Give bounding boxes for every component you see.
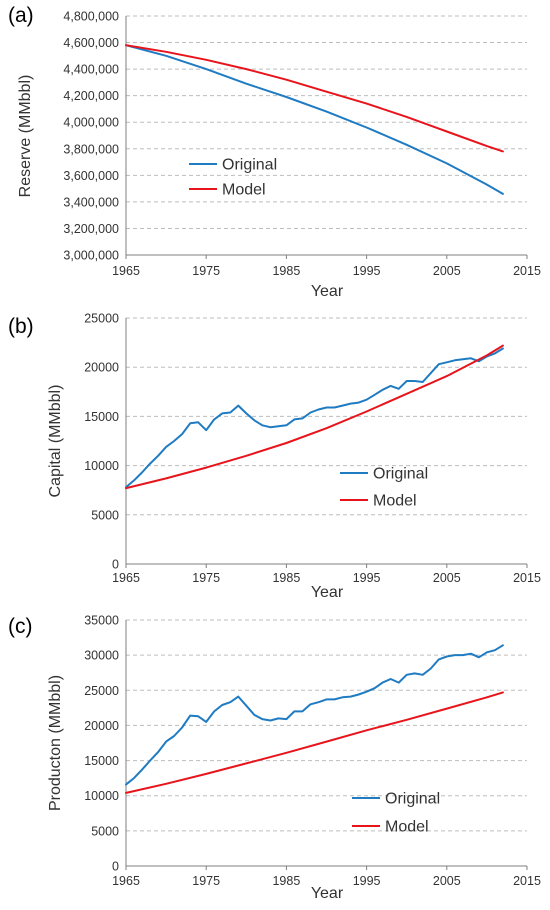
y-tick-label: 4,600,000: [63, 36, 119, 50]
y-tick-label: 4,000,000: [63, 116, 119, 130]
legend-label-model: Model: [373, 493, 417, 510]
y-tick-label: 5000: [91, 508, 119, 522]
x-tick-label: 2005: [433, 264, 461, 278]
x-tick-label: 1965: [112, 264, 140, 278]
y-tick-label: 25000: [84, 312, 119, 326]
x-tick-label: 1965: [112, 571, 140, 585]
y-tick-label: 5000: [91, 824, 119, 838]
y-tick-label: 4,800,000: [63, 10, 119, 24]
y-tick-label: 4,400,000: [63, 63, 119, 77]
x-tick-label: 2015: [513, 571, 541, 585]
panel-label: (a): [8, 4, 34, 27]
y-axis-title: Reserve (MMbbl): [17, 75, 34, 198]
x-axis-title: Year: [311, 584, 344, 601]
y-tick-label: 35000: [84, 614, 119, 628]
y-tick-label: 3,400,000: [63, 195, 119, 209]
x-tick-label: 1985: [272, 571, 300, 585]
x-tick-label: 2005: [433, 874, 461, 888]
y-tick-label: 10000: [84, 459, 119, 473]
series-line-original: [125, 44, 504, 195]
series-line-model: [125, 44, 504, 153]
y-tick-label: 4,200,000: [63, 89, 119, 103]
y-tick-label: 15000: [84, 410, 119, 424]
x-tick-label: 1965: [112, 874, 140, 888]
y-tick-label: 20000: [84, 719, 119, 733]
panel-label: (c): [8, 615, 33, 638]
y-tick-label: 30000: [84, 649, 119, 663]
panel-label: (b): [8, 315, 34, 338]
y-tick-label: 0: [112, 860, 119, 874]
y-tick-label: 3,600,000: [63, 169, 119, 183]
series-line-model: [125, 344, 504, 490]
x-tick-label: 1985: [272, 264, 300, 278]
x-tick-label: 1995: [353, 264, 381, 278]
y-tick-label: 15000: [84, 754, 119, 768]
y-tick-label: 3,200,000: [63, 222, 119, 236]
y-tick-label: 0: [112, 558, 119, 572]
x-tick-label: 1995: [353, 571, 381, 585]
y-axis-title: Capital (MMbbl): [47, 385, 64, 498]
x-tick-label: 2005: [433, 571, 461, 585]
y-tick-label: 25000: [84, 684, 119, 698]
x-tick-label: 2015: [513, 874, 541, 888]
x-tick-label: 1975: [192, 874, 220, 888]
series-line-model: [125, 691, 504, 794]
legend-label-original: Original: [385, 791, 440, 808]
x-tick-label: 1995: [353, 874, 381, 888]
x-tick-label: 1975: [192, 264, 220, 278]
y-axis-title: Producton (MMbbl): [47, 675, 64, 811]
x-tick-label: 1985: [272, 874, 300, 888]
legend-label-original: Original: [373, 466, 428, 483]
x-axis-title: Year: [311, 885, 344, 902]
series-line-original: [125, 644, 504, 786]
series-line-original: [125, 347, 504, 489]
legend-label-model: Model: [385, 819, 429, 836]
y-tick-label: 20000: [84, 361, 119, 375]
x-tick-label: 2015: [513, 264, 541, 278]
legend-label-original: Original: [222, 157, 277, 174]
x-axis-title: Year: [311, 283, 344, 300]
y-tick-label: 10000: [84, 789, 119, 803]
legend-label-model: Model: [222, 182, 266, 199]
y-tick-label: 3,000,000: [63, 249, 119, 263]
y-tick-label: 3,800,000: [63, 142, 119, 156]
x-tick-label: 1975: [192, 571, 220, 585]
